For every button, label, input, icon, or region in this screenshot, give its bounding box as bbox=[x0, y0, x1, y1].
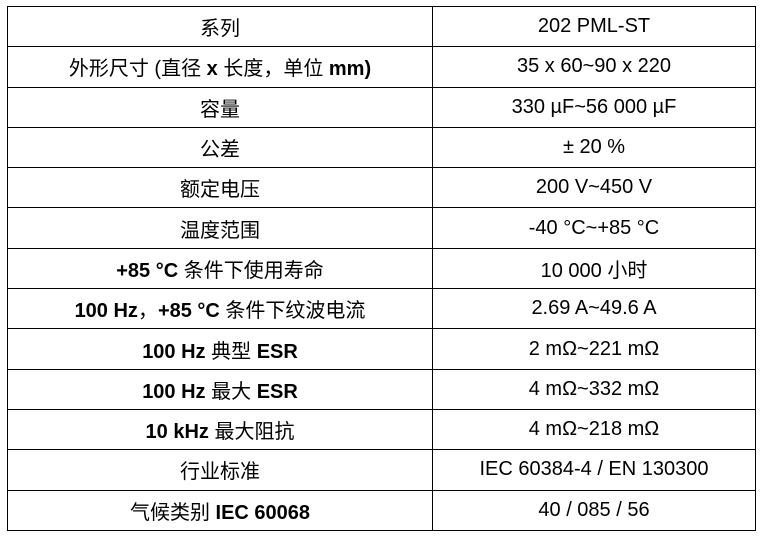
label-segment: 外形尺寸 (直径 bbox=[68, 58, 207, 81]
table-row: 100 Hz 典型 ESR 2 mΩ~221 mΩ bbox=[7, 328, 756, 370]
spec-label: 100 Hz，+85 °C 条件下纹波电流 bbox=[7, 288, 433, 330]
spec-label: 额定电压 bbox=[7, 167, 433, 209]
spec-value: -40 °C~+85 °C bbox=[432, 207, 756, 249]
label-segment: +85 °C bbox=[157, 300, 226, 323]
label-segment: 最大阻抗 bbox=[214, 421, 295, 444]
label-segment: 额定电压 bbox=[180, 179, 260, 202]
label-segment: 条件下使用寿命 bbox=[183, 259, 324, 282]
table-row: 外形尺寸 (直径 x 长度，单位 mm) 35 x 60~90 x 220 bbox=[7, 46, 756, 88]
label-segment: 最大 bbox=[211, 380, 257, 403]
label-segment: 公差 bbox=[200, 139, 240, 162]
label-segment: 气候类别 bbox=[129, 501, 216, 524]
label-segment: 典型 bbox=[211, 340, 257, 363]
spec-value: 4 mΩ~218 mΩ bbox=[432, 408, 756, 451]
spec-label: 系列 bbox=[7, 5, 433, 48]
spec-value: ± 20 % bbox=[432, 126, 756, 169]
label-segment: +85 °C bbox=[116, 259, 184, 282]
spec-label: +85 °C 条件下使用寿命 bbox=[7, 247, 433, 290]
table-row: +85 °C 条件下使用寿命 10 000 小时 bbox=[7, 247, 756, 290]
label-segment: 容量 bbox=[200, 98, 240, 121]
spec-label: 气候类别 IEC 60068 bbox=[7, 489, 433, 531]
label-segment: 10 kHz bbox=[145, 421, 215, 444]
label-segment: ESR bbox=[256, 340, 298, 363]
table-row: 行业标准 IEC 60384-4 / EN 130300 bbox=[7, 449, 756, 491]
label-segment: ， bbox=[137, 300, 158, 323]
spec-value: 330 µF~56 000 µF bbox=[432, 86, 756, 128]
spec-label: 公差 bbox=[7, 126, 433, 169]
label-segment: 温度范围 bbox=[180, 219, 260, 242]
spec-value: 40 / 085 / 56 bbox=[432, 489, 756, 531]
spec-value: 2.69 A~49.6 A bbox=[432, 288, 756, 330]
label-segment: 100 Hz bbox=[142, 380, 212, 403]
spec-value: IEC 60384-4 / EN 130300 bbox=[432, 449, 756, 491]
label-segment: 长度，单位 bbox=[217, 58, 329, 81]
spec-value: 10 000 小时 bbox=[432, 247, 756, 290]
spec-label: 100 Hz 最大 ESR bbox=[7, 368, 433, 410]
label-segment: 100 Hz bbox=[74, 300, 138, 323]
spec-label: 外形尺寸 (直径 x 长度，单位 mm) bbox=[7, 46, 433, 88]
spec-label: 温度范围 bbox=[7, 207, 433, 249]
spec-table: 系列 202 PML-ST 外形尺寸 (直径 x 长度，单位 mm) 35 x 60~… bbox=[7, 5, 756, 531]
table-row: 系列 202 PML-ST bbox=[7, 5, 756, 48]
spec-value: 2 mΩ~221 mΩ bbox=[432, 328, 756, 370]
label-segment: mm) bbox=[328, 58, 372, 81]
table-row: 10 kHz 最大阻抗 4 mΩ~218 mΩ bbox=[7, 408, 756, 451]
label-segment: 100 Hz bbox=[142, 340, 212, 363]
label-segment: 系列 bbox=[200, 18, 240, 41]
table-row: 温度范围 -40 °C~+85 °C bbox=[7, 207, 756, 249]
label-segment: IEC 60068 bbox=[215, 501, 311, 524]
spec-value: 35 x 60~90 x 220 bbox=[432, 46, 756, 88]
table-row: 100 Hz，+85 °C 条件下纹波电流 2.69 A~49.6 A bbox=[7, 288, 756, 330]
label-segment: x bbox=[206, 58, 218, 81]
spec-label: 10 kHz 最大阻抗 bbox=[7, 408, 433, 451]
spec-label: 100 Hz 典型 ESR bbox=[7, 328, 433, 370]
table-row: 容量 330 µF~56 000 µF bbox=[7, 86, 756, 128]
table-row: 100 Hz 最大 ESR 4 mΩ~332 mΩ bbox=[7, 368, 756, 410]
spec-label: 容量 bbox=[7, 86, 433, 128]
table-row: 公差 ± 20 % bbox=[7, 126, 756, 169]
spec-label: 行业标准 bbox=[7, 449, 433, 491]
label-segment: 行业标准 bbox=[180, 461, 260, 484]
label-segment: ESR bbox=[256, 380, 298, 403]
spec-value: 200 V~450 V bbox=[432, 167, 756, 209]
spec-value: 4 mΩ~332 mΩ bbox=[432, 368, 756, 410]
spec-value: 202 PML-ST bbox=[432, 5, 756, 48]
table-row: 额定电压 200 V~450 V bbox=[7, 167, 756, 209]
table-row: 气候类别 IEC 60068 40 / 085 / 56 bbox=[7, 489, 756, 531]
label-segment: 条件下纹波电流 bbox=[225, 300, 366, 323]
